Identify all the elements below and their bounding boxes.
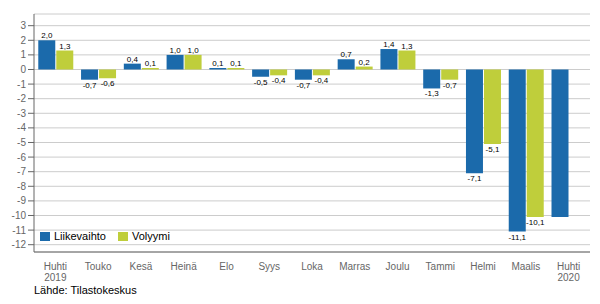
html-text:Liikevaihto: Liikevaihto [54, 230, 106, 242]
svg-text:-0,7: -0,7 [83, 81, 97, 90]
svg-text:-1: -1 [17, 79, 26, 90]
svg-text:Maalis: Maalis [511, 261, 540, 272]
svg-text:0,7: 0,7 [341, 50, 353, 59]
svg-text:3: 3 [20, 20, 26, 31]
svg-text:1,0: 1,0 [170, 46, 182, 55]
svg-text:Heinä: Heinä [171, 261, 198, 272]
svg-text:-3: -3 [17, 108, 26, 119]
svg-text:-0,5: -0,5 [254, 78, 268, 87]
svg-text:Loka: Loka [301, 261, 323, 272]
svg-text:0: 0 [20, 64, 26, 75]
svg-text:-7,1: -7,1 [468, 174, 482, 183]
svg-text:1,0: 1,0 [188, 46, 200, 55]
html-text:Lähde: Tilastokeskus: Lähde: Tilastokeskus [34, 284, 137, 296]
svg-text:Touko: Touko [85, 261, 112, 272]
svg-text:-10,1: -10,1 [526, 218, 545, 227]
svg-text:0,1: 0,1 [212, 59, 224, 68]
svg-text:2,0: 2,0 [41, 31, 53, 40]
svg-text:-0,7: -0,7 [443, 81, 457, 90]
svg-text:2: 2 [20, 35, 26, 46]
svg-text:-12: -12 [12, 239, 27, 250]
svg-text:-9: -9 [17, 195, 26, 206]
svg-text:-11: -11 [12, 225, 26, 236]
svg-text:-5,1: -5,1 [486, 145, 500, 154]
svg-text:-1,3: -1,3 [425, 89, 439, 98]
svg-text:1: 1 [20, 49, 26, 60]
svg-text:-11,1: -11,1 [508, 233, 526, 242]
svg-text:1,3: 1,3 [401, 42, 413, 51]
svg-text:-10: -10 [12, 210, 27, 221]
svg-text:1,3: 1,3 [59, 42, 71, 51]
svg-text:-4: -4 [17, 122, 26, 133]
svg-text:-5: -5 [17, 137, 26, 148]
svg-text:Joulu: Joulu [386, 261, 410, 272]
svg-text:Kesä: Kesä [130, 261, 153, 272]
svg-text:Elo: Elo [219, 261, 234, 272]
svg-text:Syys: Syys [258, 261, 280, 272]
svg-text:0,4: 0,4 [127, 55, 139, 64]
svg-text:-6: -6 [17, 152, 26, 163]
svg-text:-8: -8 [17, 181, 26, 192]
svg-text:-0,4: -0,4 [272, 76, 286, 85]
html-text:Volyymi: Volyymi [132, 230, 170, 242]
svg-text:1,4: 1,4 [383, 40, 395, 49]
svg-text:0,1: 0,1 [230, 59, 242, 68]
svg-text:-2: -2 [17, 93, 26, 104]
svg-text:Marras: Marras [339, 261, 370, 272]
svg-text:Huhti2019: Huhti2019 [44, 261, 67, 282]
svg-text:-7: -7 [17, 166, 26, 177]
svg-text:Helmi: Helmi [470, 261, 496, 272]
svg-text:-0,7: -0,7 [296, 81, 310, 90]
svg-text:Huhti2020: Huhti2020 [557, 261, 580, 282]
svg-text:0,2: 0,2 [359, 58, 371, 67]
svg-text:-0,6: -0,6 [101, 79, 115, 88]
svg-text:-0,4: -0,4 [314, 76, 328, 85]
svg-text:Tammi: Tammi [426, 261, 455, 272]
svg-text:0,1: 0,1 [145, 59, 157, 68]
